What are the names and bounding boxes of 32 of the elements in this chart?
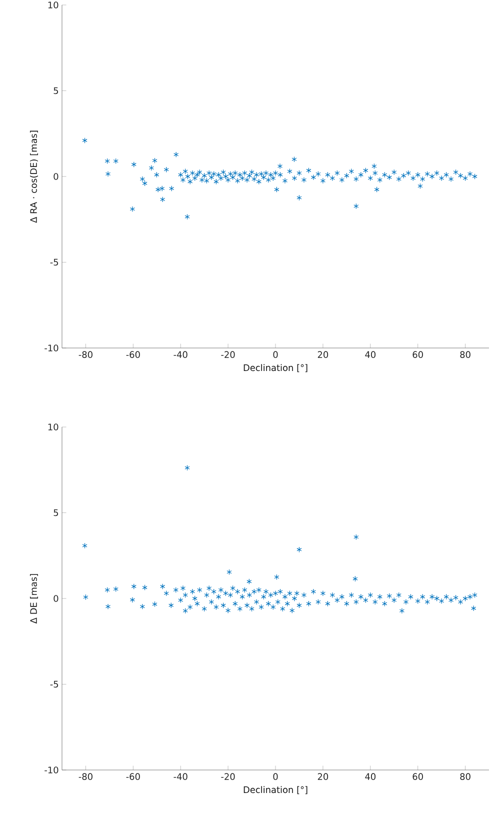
- x-axis-title: Declination [°]: [244, 786, 308, 794]
- x-tick-label: 40: [365, 351, 376, 358]
- x-tick-label: 60: [412, 773, 423, 780]
- x-tick-label: 0: [273, 351, 278, 358]
- y-tick-label: -10: [44, 766, 58, 774]
- x-tick-label: 40: [365, 773, 376, 780]
- x-tick-label: -60: [126, 773, 140, 780]
- x-tick-label: 60: [412, 351, 423, 358]
- x-tick-label: -20: [221, 773, 235, 780]
- y-tick-label: 10: [48, 424, 58, 430]
- y-tick-label: 0: [54, 595, 58, 602]
- x-tick-label: 80: [460, 351, 470, 358]
- y-tick-label: -5: [50, 680, 58, 688]
- y-tick-label: 10: [48, 2, 58, 8]
- y-tick-label: 5: [54, 87, 58, 94]
- x-tick-label: -40: [174, 773, 188, 780]
- x-tick-label: 20: [318, 351, 328, 358]
- y-tick-label: 5: [54, 509, 58, 516]
- x-tick-label: -80: [78, 351, 92, 358]
- x-axis-title: Declination [°]: [244, 364, 308, 372]
- x-tick-label: 20: [318, 773, 328, 780]
- y-axis-title: Δ DE [mas]: [30, 574, 38, 624]
- x-tick-label: -40: [174, 351, 188, 358]
- x-tick-label: -20: [221, 351, 235, 358]
- x-tick-label: 0: [273, 773, 278, 780]
- y-tick-label: -5: [50, 258, 58, 266]
- y-tick-label: 0: [54, 173, 58, 180]
- x-tick-label: 80: [460, 773, 470, 780]
- y-axis-title: Δ RA · cos(DE) [mas]: [30, 130, 38, 223]
- x-tick-label: -80: [78, 773, 92, 780]
- y-tick-label: -10: [44, 344, 58, 352]
- x-tick-label: -60: [126, 351, 140, 358]
